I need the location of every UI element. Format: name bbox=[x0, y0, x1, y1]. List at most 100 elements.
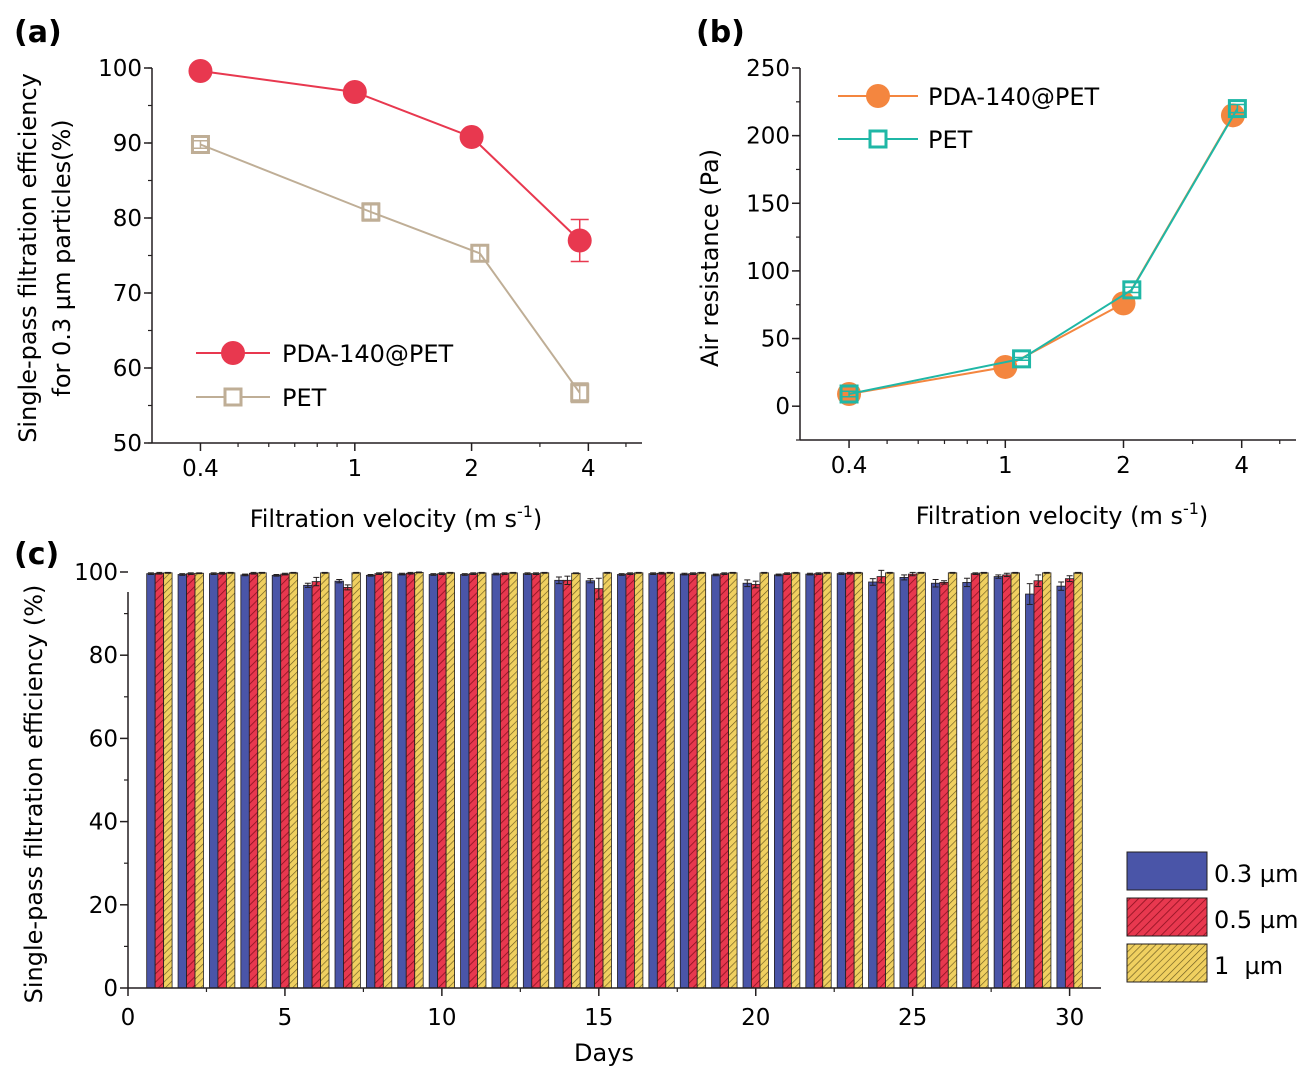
y-tick-label: 60 bbox=[113, 356, 142, 382]
bar-05um bbox=[719, 573, 729, 989]
bar-1um bbox=[665, 572, 675, 989]
y-tick-label: 100 bbox=[746, 259, 790, 285]
bar-1um bbox=[288, 572, 299, 989]
legend-marker-pda-b bbox=[866, 84, 890, 108]
bar-05um bbox=[908, 573, 918, 989]
x-tick-label: 1 bbox=[347, 456, 362, 482]
bar-03um bbox=[334, 580, 344, 989]
bar-03um bbox=[899, 577, 909, 989]
bar-03um bbox=[209, 573, 219, 989]
bar-03um bbox=[805, 573, 815, 989]
x-tick-label: 10 bbox=[427, 1005, 456, 1031]
bar-03um bbox=[742, 582, 752, 989]
bar-03um bbox=[1025, 593, 1035, 989]
bar-05um bbox=[1064, 578, 1075, 989]
bar-05um bbox=[248, 572, 259, 989]
panel-b-series bbox=[837, 99, 1247, 407]
bar-1um bbox=[790, 572, 801, 989]
y-tick-label: 40 bbox=[89, 810, 118, 836]
bar-1um bbox=[477, 572, 487, 989]
bar-03um bbox=[554, 579, 564, 989]
x-tick-label: 30 bbox=[1055, 1005, 1084, 1031]
bar-1um bbox=[257, 572, 267, 989]
panel-a-chart: (a) 50 60 70 80 90 100 0.4 1 2 4 Single-pass fil… bbox=[14, 15, 642, 533]
panel-c-bars bbox=[146, 569, 1083, 989]
legend-marker-pet-b bbox=[868, 129, 888, 149]
bar-03um bbox=[617, 574, 627, 989]
bar-03um bbox=[428, 574, 439, 989]
legend-swatch-1um bbox=[1126, 943, 1208, 983]
panel-c-axes bbox=[127, 592, 1101, 989]
bar-1um bbox=[1042, 572, 1052, 989]
series-line-pda bbox=[848, 114, 1234, 395]
x-tick-label: 25 bbox=[898, 1005, 927, 1031]
bar-03um bbox=[460, 574, 470, 989]
panel-b-y-label: Air resistance (Pa) bbox=[696, 149, 724, 367]
panel-b-label: (b) bbox=[696, 15, 745, 50]
x-tick-label: 5 bbox=[278, 1005, 293, 1031]
bar-1um bbox=[759, 572, 769, 989]
bar-03um bbox=[397, 573, 407, 989]
panel-c-chart: (c) 0 20 40 60 80 100 0 5 10 15 20 25 30 Single-pas… bbox=[14, 537, 1298, 1066]
legend-label-1um: 1 µm bbox=[1214, 952, 1283, 980]
bar-05um bbox=[625, 573, 635, 989]
bar-05um bbox=[782, 573, 792, 989]
panel-a-y-ticks: 50 60 70 80 90 100 bbox=[98, 56, 152, 457]
x-tick-label: 2 bbox=[1116, 453, 1131, 479]
data-point bbox=[839, 384, 859, 404]
data-point bbox=[188, 59, 213, 83]
y-tick-label: 80 bbox=[113, 206, 142, 232]
bar-05um bbox=[500, 573, 510, 989]
bar-1um bbox=[320, 572, 330, 989]
bar-1um bbox=[947, 572, 958, 989]
bar-1um bbox=[382, 572, 393, 989]
bar-03um bbox=[993, 576, 1004, 989]
series-line-pet bbox=[848, 108, 1239, 395]
y-tick-label: 0 bbox=[103, 976, 118, 1002]
panel-c-y-label: Single-pass filtration efficiency (%) bbox=[20, 585, 48, 1004]
y-tick-label: 60 bbox=[89, 726, 118, 752]
panel-a-axes bbox=[151, 68, 642, 444]
bar-1um bbox=[163, 572, 173, 989]
bar-05um bbox=[154, 572, 165, 989]
bar-05um bbox=[656, 572, 667, 989]
bar-05um bbox=[751, 584, 761, 989]
data-point bbox=[1012, 349, 1032, 369]
panel-a-legend: PDA-140@PET PET bbox=[196, 340, 454, 412]
panel-b-axes bbox=[799, 68, 1296, 441]
bar-1um bbox=[539, 572, 550, 989]
legend-label-pda-b: PDA-140@PET bbox=[928, 83, 1100, 111]
series-line-pet bbox=[200, 143, 581, 394]
x-tick-label: 1 bbox=[998, 453, 1013, 479]
panel-c-y-ticks: 0 20 40 60 80 100 bbox=[74, 560, 128, 1002]
panel-c-x-label: Days bbox=[574, 1039, 634, 1066]
bar-1um bbox=[916, 572, 926, 989]
y-tick-label: 250 bbox=[746, 56, 790, 82]
bar-1um bbox=[351, 572, 361, 989]
legend-marker-pet bbox=[223, 387, 243, 407]
x-tick-label: 20 bbox=[741, 1005, 770, 1031]
panel-a-x-label: Filtration velocity (m s-1) bbox=[250, 502, 543, 533]
bar-05um bbox=[374, 573, 384, 989]
panel-a-x-ticks: 0.4 1 2 4 bbox=[182, 443, 627, 482]
bar-05um bbox=[939, 582, 949, 989]
bar-03um bbox=[836, 573, 847, 989]
bar-05um bbox=[813, 573, 824, 989]
bar-05um bbox=[311, 581, 321, 989]
y-tick-label: 50 bbox=[761, 327, 790, 353]
x-tick-label: 0.4 bbox=[182, 456, 219, 482]
y-tick-label: 20 bbox=[89, 893, 118, 919]
panel-b-legend: PDA-140@PET PET bbox=[838, 83, 1100, 154]
bar-03um bbox=[930, 582, 941, 989]
data-point bbox=[470, 243, 490, 263]
y-tick-label: 100 bbox=[98, 56, 142, 82]
bar-05um bbox=[876, 576, 886, 989]
bar-03um bbox=[585, 580, 595, 989]
bar-03um bbox=[1056, 585, 1066, 989]
y-tick-label: 150 bbox=[746, 191, 790, 217]
legend-swatch-05um bbox=[1126, 897, 1208, 937]
y-tick-label: 100 bbox=[74, 560, 118, 586]
legend-swatch-03um bbox=[1126, 851, 1208, 891]
bar-05um bbox=[688, 573, 698, 989]
legend-label-pda: PDA-140@PET bbox=[282, 340, 454, 368]
